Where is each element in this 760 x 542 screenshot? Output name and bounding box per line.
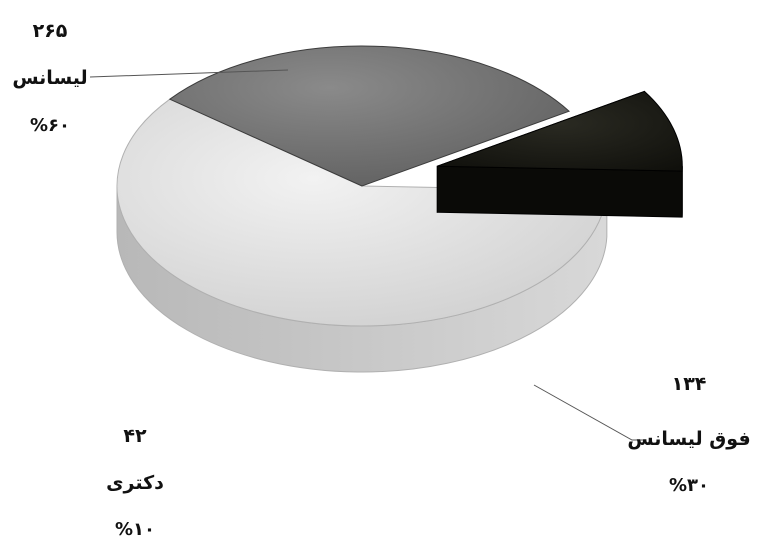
slice-percent-label: %۶۰ xyxy=(30,115,70,136)
pie-slice-top xyxy=(116,98,608,327)
slice-value-label: ۴۲ xyxy=(123,425,147,447)
pie-slice-top xyxy=(168,45,571,187)
pie-slice-top xyxy=(437,90,683,172)
slice-name-label: لیسانس xyxy=(12,67,87,89)
pie-slice-2 xyxy=(436,90,683,218)
leader-line-1 xyxy=(533,384,646,441)
pie-slice-0 xyxy=(116,98,608,373)
pie-slice-cut-face xyxy=(436,165,683,218)
slice-percent-label: %۳۰ xyxy=(669,475,709,496)
pie-slice-1 xyxy=(168,45,571,187)
slice-value-label: ۲۶۵ xyxy=(33,20,68,42)
slice-value-label: ۱۳۴ xyxy=(672,373,707,395)
slice-percent-label: %۱۰ xyxy=(115,519,155,540)
leader-line-0 xyxy=(89,69,289,78)
slice-name-label: فوق لیسانس xyxy=(627,428,750,450)
slice-name-label: دکتری xyxy=(106,472,164,494)
